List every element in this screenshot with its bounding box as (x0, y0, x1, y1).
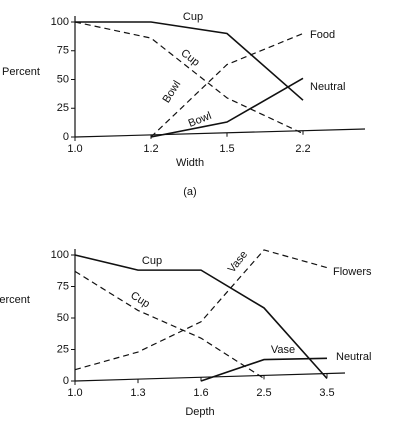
series-label: Cup (128, 289, 151, 310)
series-label: Cup (183, 11, 203, 23)
y-tick-label: 50 (57, 312, 69, 324)
x-tick-label: 2.2 (295, 143, 310, 155)
x-tick-label: 1.0 (67, 387, 82, 399)
series-line (150, 77, 304, 138)
y-axis-label: Percent (2, 66, 40, 78)
y-tick-label: 75 (57, 45, 69, 57)
end-label: Neutral (336, 351, 371, 363)
x-axis-label: Depth (185, 406, 214, 418)
series-line (200, 357, 328, 382)
y-tick-label: 0 (63, 131, 69, 143)
x-axis-label: Width (176, 157, 204, 169)
x-tick-label: 1.3 (130, 387, 145, 399)
x-tick-label: 3.5 (319, 387, 334, 399)
x-tick-label: 1.6 (193, 387, 208, 399)
x-tick-label: 1.2 (143, 143, 158, 155)
x-axis (74, 372, 346, 382)
x-tick-label: 2.5 (256, 387, 271, 399)
y-tick-label: 75 (57, 280, 69, 292)
y-axis-label: Percent (0, 294, 30, 306)
series-line (74, 270, 265, 379)
y-tick-label: 100 (51, 249, 69, 261)
series-label: Cup (178, 47, 201, 69)
caption: (a) (183, 186, 196, 198)
end-label: Food (310, 29, 335, 41)
series-label: Vase (226, 249, 250, 276)
y-tick-label: 25 (57, 343, 69, 355)
x-axis (74, 128, 366, 138)
y-tick-label: 25 (57, 102, 69, 114)
y-tick-label: 50 (57, 73, 69, 85)
series-label: Vase (271, 344, 295, 356)
y-tick-label: 100 (51, 16, 69, 28)
x-tick-label: 1.0 (67, 143, 82, 155)
x-tick-label: 1.5 (219, 143, 234, 155)
series-line (75, 21, 304, 101)
series-line (74, 254, 328, 380)
series-line (74, 249, 328, 371)
y-tick-label: 0 (63, 375, 69, 387)
end-label: Neutral (310, 81, 345, 93)
series-line (150, 32, 304, 138)
series-label: Cup (142, 255, 162, 267)
series-label: Bowl (161, 79, 184, 106)
end-label: Flowers (333, 266, 372, 278)
